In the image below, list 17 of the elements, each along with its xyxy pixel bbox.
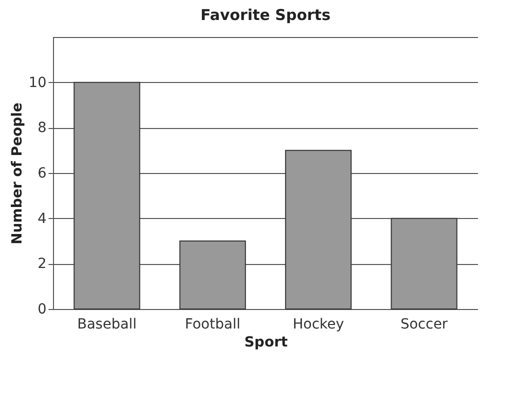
y-tick-label: 6 bbox=[38, 166, 47, 182]
y-tick-label: 10 bbox=[28, 74, 46, 91]
x-tick-label: Hockey bbox=[292, 316, 344, 332]
y-axis-title: Number of People bbox=[10, 102, 26, 244]
bar bbox=[285, 150, 352, 310]
x-tick-label: Baseball bbox=[77, 316, 137, 332]
y-tick-label: 4 bbox=[38, 210, 47, 227]
bar bbox=[179, 240, 246, 310]
x-tick-label: Football bbox=[184, 316, 240, 332]
x-tick-label: Soccer bbox=[400, 316, 448, 332]
y-tick-label: 8 bbox=[38, 120, 46, 136]
y-tick-label: 0 bbox=[38, 302, 46, 318]
bar bbox=[74, 82, 140, 310]
chart-title: Favorite Sports bbox=[200, 6, 331, 24]
bar bbox=[390, 218, 458, 310]
x-axis-title: Sport bbox=[244, 334, 288, 350]
y-tick-label: 2 bbox=[38, 256, 46, 272]
